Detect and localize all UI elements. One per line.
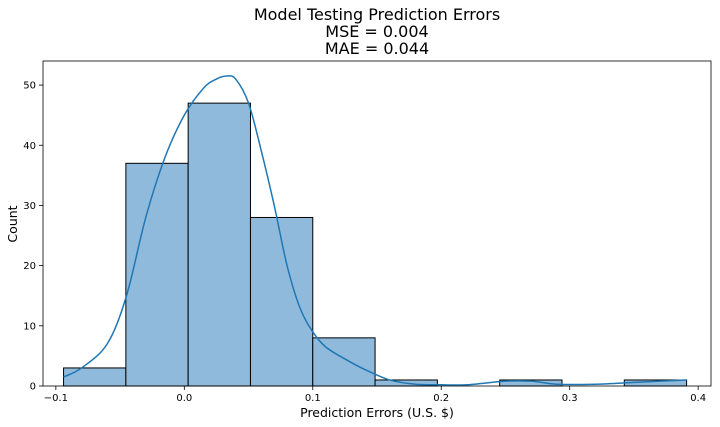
y-tick-label: 20 xyxy=(23,261,36,272)
x-tick-label: 0.4 xyxy=(690,393,706,404)
kde-curve xyxy=(63,75,687,386)
x-tick-label: 0.2 xyxy=(433,393,449,404)
x-tick-label: 0.0 xyxy=(176,393,192,404)
histogram-bars xyxy=(63,102,688,387)
histogram-bar-0 xyxy=(63,367,127,387)
y-axis-ticks: 0 10 20 30 40 50 xyxy=(23,81,43,393)
y-tick-label: 50 xyxy=(23,81,36,92)
x-axis-ticks: −0.1 0.0 0.1 0.2 0.3 0.4 xyxy=(44,386,706,404)
x-axis-label: Prediction Errors (U.S. $) xyxy=(300,405,454,420)
plot-frame xyxy=(42,60,712,387)
y-tick-label: 30 xyxy=(23,201,36,212)
histogram-bar-4 xyxy=(312,337,376,387)
histogram-bar-3 xyxy=(249,216,314,387)
x-tick-label: 0.1 xyxy=(305,393,321,404)
y-tick-label: 10 xyxy=(23,321,36,332)
x-tick-label: 0.3 xyxy=(562,393,578,404)
y-tick-label: 0 xyxy=(30,382,36,393)
x-tick-label: −0.1 xyxy=(44,393,68,404)
plot-axes xyxy=(42,60,712,387)
title-line-2: MSE = 0.004 xyxy=(325,22,428,41)
title-line-3: MAE = 0.044 xyxy=(325,39,429,58)
y-tick-label: 40 xyxy=(23,141,36,152)
chart-title: Model Testing Prediction Errors MSE = 0.… xyxy=(254,5,500,58)
y-axis-label: Count xyxy=(5,205,20,242)
histogram-bar-2 xyxy=(187,102,251,387)
histogram-bar-1 xyxy=(125,162,189,387)
title-line-1: Model Testing Prediction Errors xyxy=(254,5,500,24)
